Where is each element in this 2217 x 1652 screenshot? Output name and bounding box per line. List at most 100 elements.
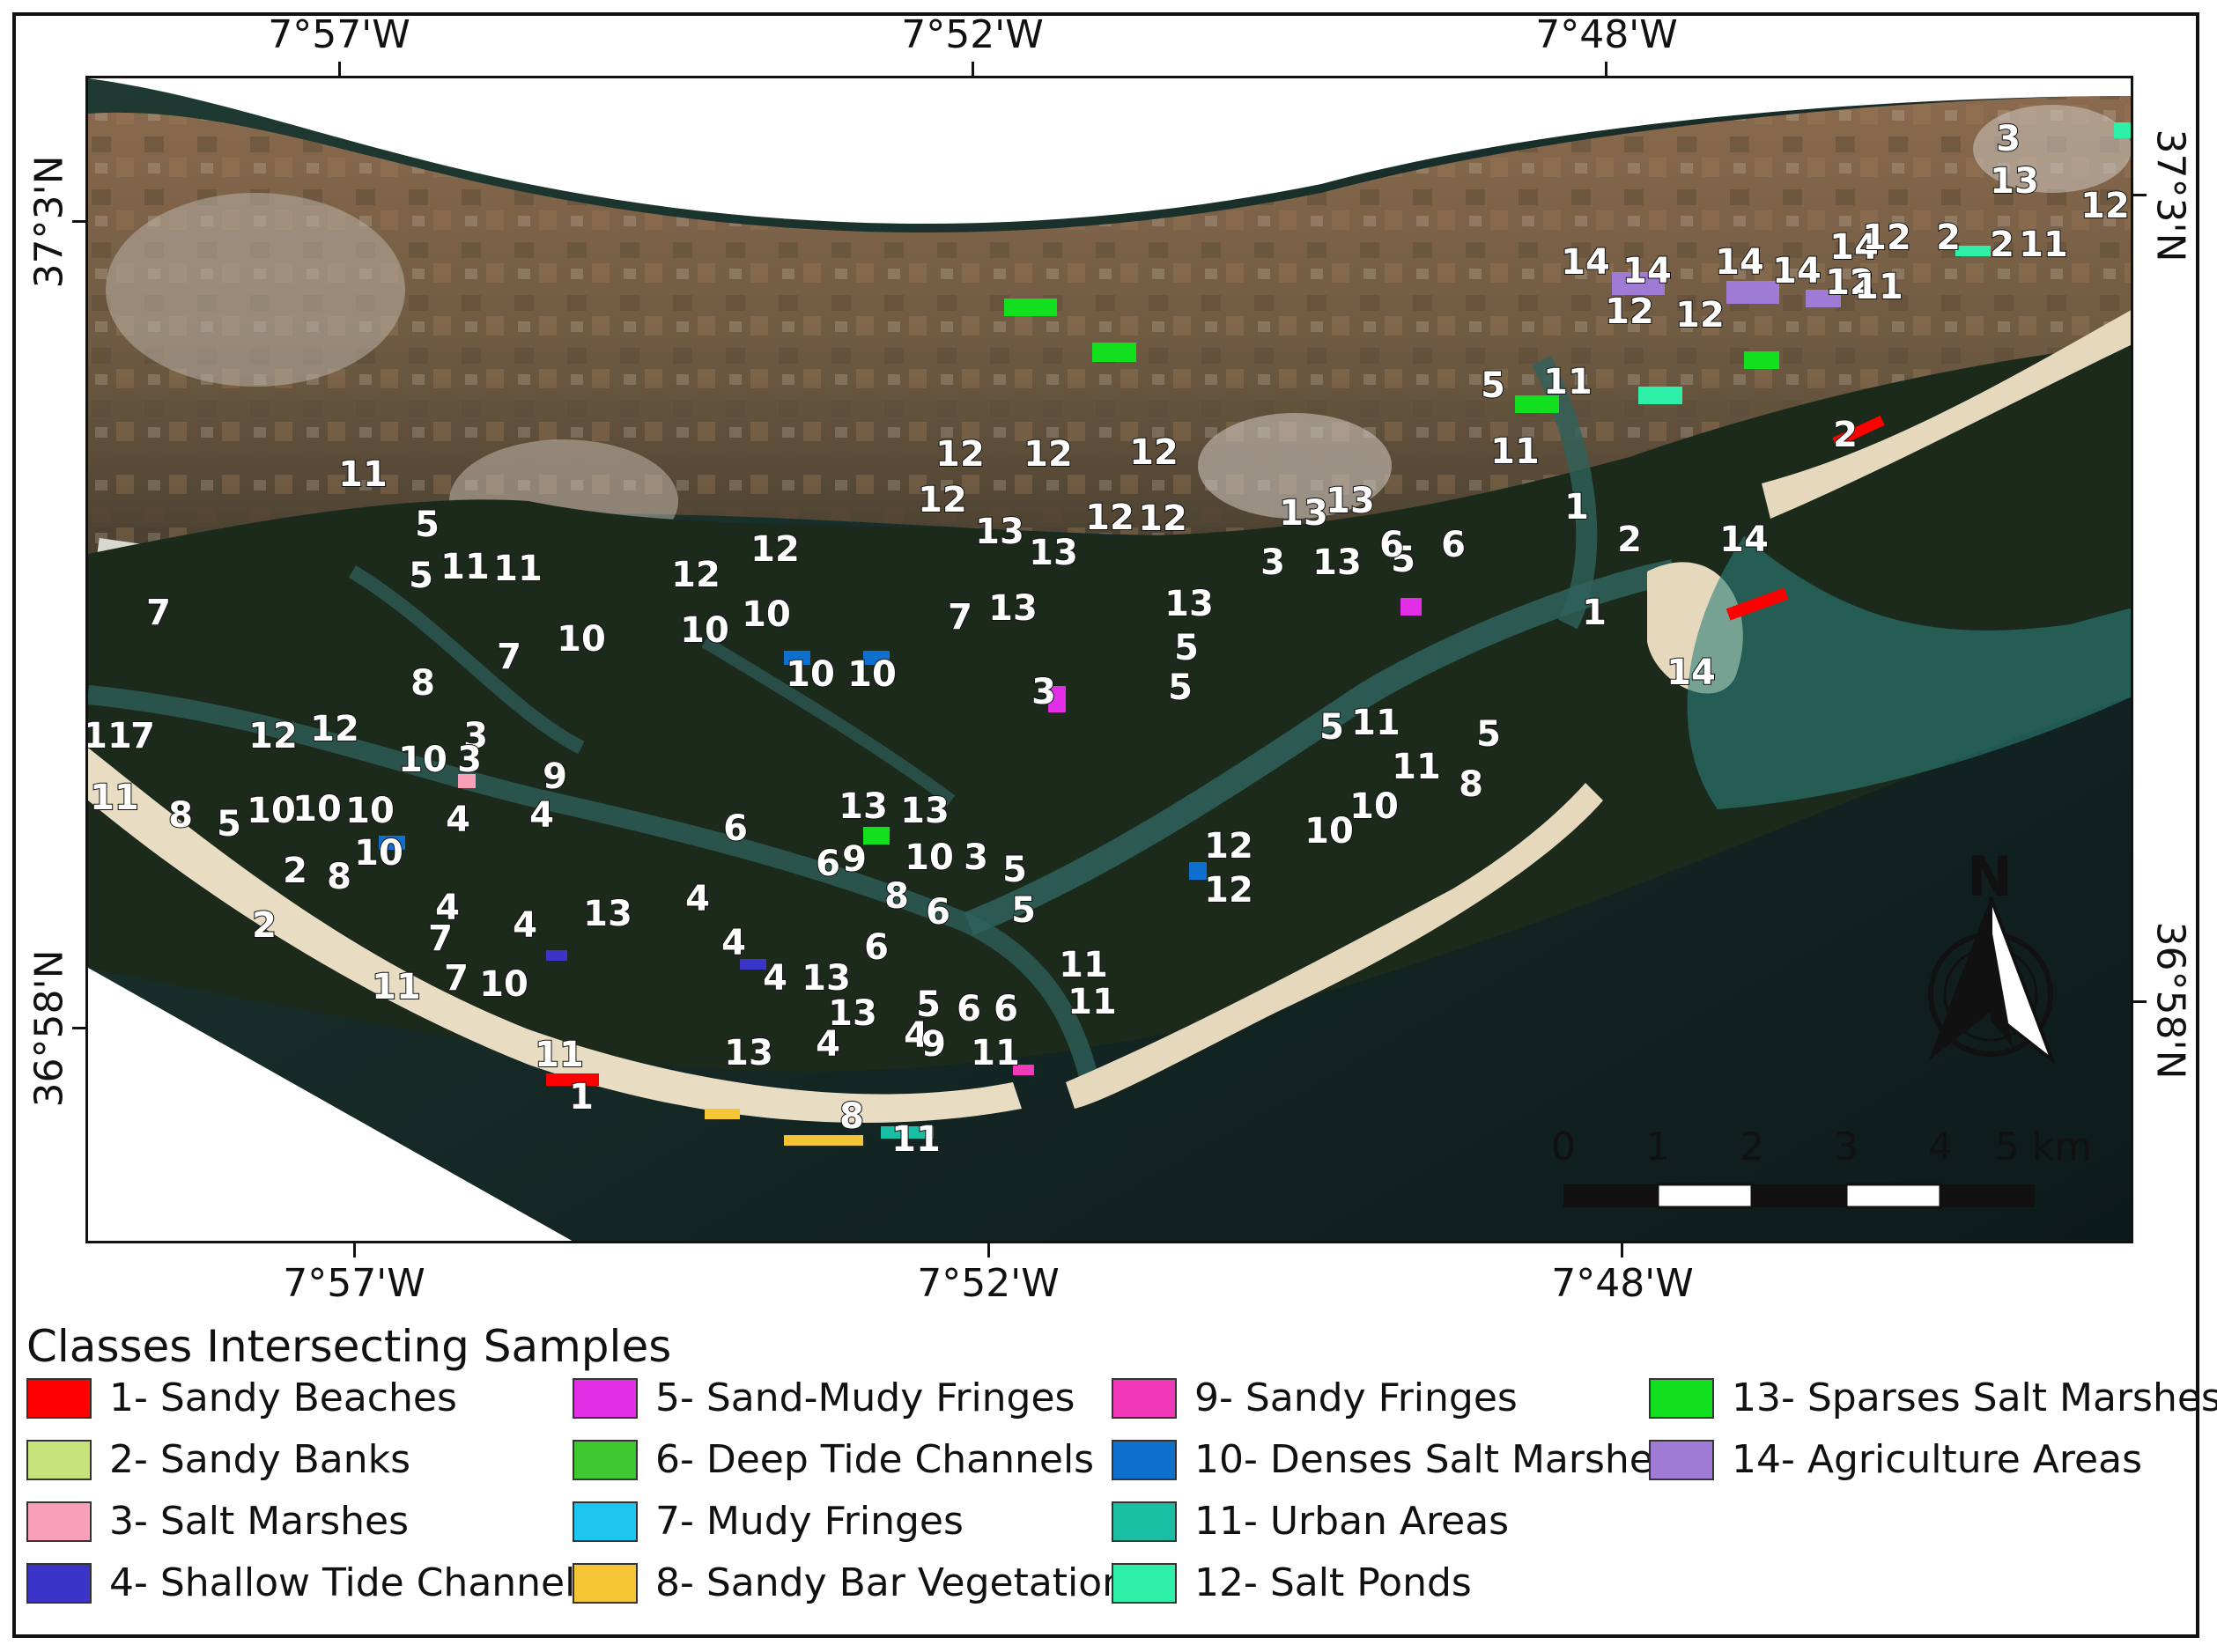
- sample-polygon: [1832, 415, 1885, 448]
- sample-class-label: 11: [338, 454, 388, 495]
- tide-channel: [88, 685, 1102, 1094]
- legend-item: 9- Sandy Fringes: [1112, 1375, 1518, 1420]
- top-longitude-label: 7°48'W: [1535, 12, 1678, 57]
- sample-class-label: 13: [988, 588, 1038, 629]
- sample-class-label: 7: [497, 637, 521, 677]
- sample-class-label: 12: [1024, 434, 1073, 475]
- sample-class-label: 11: [1059, 945, 1108, 985]
- sample-class-label: 3: [1996, 119, 2021, 159]
- sample-class-label: 10: [557, 619, 606, 660]
- legend-label: 8- Sandy Bar Vegetation: [655, 1560, 1127, 1605]
- sample-class-label: 4: [513, 905, 537, 946]
- sample-class-label: 14: [1829, 227, 1879, 268]
- sample-class-label: 13: [839, 786, 888, 827]
- sample-class-label: 13: [802, 958, 851, 999]
- sample-class-label: 12: [310, 709, 359, 749]
- sample-class-label: 12: [935, 434, 985, 475]
- legend-item: 2- Sandy Banks: [26, 1437, 410, 1482]
- sample-polygon: [1092, 343, 1136, 362]
- sample-class-label: 8: [1459, 764, 1483, 805]
- sample-class-label: 8: [168, 795, 193, 836]
- north-arrow-icon: [1928, 896, 2057, 1066]
- sample-polygon: [1744, 351, 1779, 369]
- sample-class-label: 10: [786, 654, 835, 695]
- barrier-island-west: [88, 748, 1022, 1123]
- bottom-longitude-label: 7°52'W: [917, 1261, 1060, 1306]
- sample-polygon: [1955, 246, 1991, 256]
- sample-class-label: 10: [354, 833, 403, 874]
- sample-polygon: [2114, 122, 2131, 138]
- sample-class-label: 5: [916, 985, 941, 1025]
- scale-end-label: 5 km: [1994, 1125, 2093, 1169]
- legend-item: 3- Salt Marshes: [26, 1499, 409, 1544]
- sample-class-label: 11: [1854, 267, 1903, 307]
- sample-class-label: 14: [1622, 251, 1672, 291]
- sample-class-label: 11: [891, 1119, 941, 1160]
- scale-tick-label: 3: [1834, 1125, 1859, 1169]
- nodata-top: [88, 78, 2131, 224]
- sample-class-label: 11: [90, 778, 139, 818]
- axis-tick: [987, 1229, 990, 1257]
- sample-class-label: 10: [1304, 811, 1354, 852]
- sample-class-label: 11: [2019, 225, 2068, 265]
- sample-class-label: 13: [1990, 161, 2039, 202]
- sample-polygon: [705, 1109, 740, 1119]
- sample-class-label: 2: [1617, 520, 1642, 560]
- legend-label: 13- Sparses Salt Marshes: [1732, 1375, 2217, 1420]
- legend-swatch: [1112, 1501, 1177, 1542]
- legend-item: 11- Urban Areas: [1112, 1499, 1509, 1544]
- sample-polygon: [1004, 299, 1057, 316]
- sample-class-label: 2: [252, 905, 277, 946]
- sample-class-label: 12: [1085, 498, 1134, 538]
- legend-swatch: [1649, 1439, 1714, 1480]
- left-latitude-label: 37°3'N: [26, 155, 72, 289]
- sample-class-label: 11: [372, 967, 421, 1007]
- sample-class-label: 14: [1772, 251, 1822, 291]
- left-latitude-label: 36°58'N: [26, 949, 72, 1108]
- sample-class-label: 7: [444, 958, 469, 999]
- sample-class-label: 12: [1605, 291, 1654, 332]
- sample-polygon: [1189, 862, 1207, 880]
- sample-class-label: 11: [1068, 982, 1117, 1022]
- sample-class-label: 8: [884, 876, 909, 917]
- sample-class-label: 6: [994, 989, 1018, 1029]
- sample-class-label: 10: [905, 837, 954, 878]
- sample-class-label: 9: [842, 839, 867, 880]
- sample-class-label: 2: [1833, 415, 1858, 455]
- sample-polygons: [379, 122, 2131, 1146]
- legend-label: 2- Sandy Banks: [109, 1437, 411, 1482]
- legend-label: 11- Urban Areas: [1194, 1499, 1510, 1544]
- sample-polygon: [1726, 587, 1789, 621]
- right-latitude-label: 36°58'N: [2147, 921, 2193, 1080]
- legend-swatch: [26, 1562, 92, 1604]
- sample-class-label: 10: [247, 791, 296, 831]
- sample-polygon: [881, 1126, 934, 1139]
- sample-class-label: 13: [1029, 533, 1078, 573]
- sample-class-label: 4: [904, 1015, 928, 1056]
- sample-class-label: 8: [410, 663, 435, 704]
- sample-class-label: 11: [440, 547, 490, 587]
- sample-class-label: 12: [918, 480, 967, 520]
- legend-item: 10- Denses Salt Marshes: [1112, 1437, 1674, 1482]
- sample-class-label: 11: [1351, 703, 1400, 743]
- sample-class-label: 8: [327, 857, 351, 897]
- sample-class-label: 3: [1031, 672, 1056, 712]
- sample-class-label: 6: [723, 808, 748, 849]
- sample-class-label: 12: [1129, 432, 1179, 473]
- sample-class-label: 10: [398, 740, 447, 780]
- sample-polygon: [784, 1135, 863, 1146]
- sample-class-label: 2: [1936, 218, 1961, 258]
- scale-tick-label: 2: [1740, 1125, 1764, 1169]
- nodata-bottom-left: [88, 968, 573, 1241]
- legend-label: 3- Salt Marshes: [109, 1499, 410, 1544]
- sample-class-label: 10: [1349, 786, 1399, 827]
- sample-class-label: 3: [457, 740, 482, 780]
- sample-class-label: 13: [724, 1033, 773, 1073]
- sample-class-label: 6: [1441, 525, 1466, 565]
- satellite-map[interactable]: 1155111171078311712121039118510101044281…: [85, 76, 2133, 1243]
- sample-class-label: 13: [1326, 481, 1375, 521]
- top-longitude-label: 7°57'W: [268, 12, 410, 57]
- sample-polygon: [1515, 395, 1559, 413]
- sample-polygon: [1612, 272, 1665, 295]
- sample-class-label: 6: [816, 844, 840, 884]
